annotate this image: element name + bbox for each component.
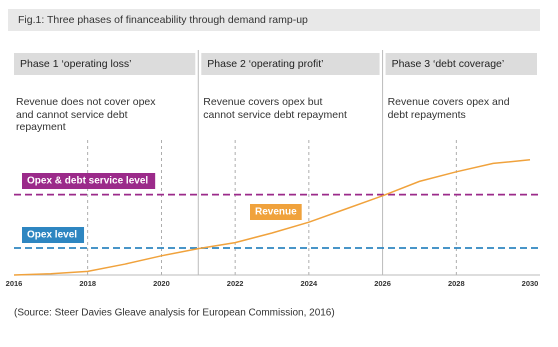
phase-header <box>385 53 537 75</box>
x-tick-label: 2030 <box>522 279 539 288</box>
phase-description: Revenue covers opex and debt repayments <box>387 96 510 121</box>
legend-label: Revenue <box>255 207 297 218</box>
reference-label: Opex level <box>27 230 77 241</box>
x-tick-label: 2024 <box>301 279 319 288</box>
reference-label-box <box>22 173 156 189</box>
x-tick-label: 2016 <box>6 279 23 288</box>
x-tick-label: 2026 <box>374 279 391 288</box>
x-tick-label: 2022 <box>227 279 244 288</box>
phase-label: Phase 1 ‘operating loss’ <box>20 58 132 70</box>
x-tick-label: 2018 <box>79 279 96 288</box>
legend-box <box>250 204 302 220</box>
phase-description: Revenue covers opex but cannot service d… <box>203 96 347 121</box>
phase-label: Phase 2 ‘operating profit’ <box>207 58 323 70</box>
reference-label-box <box>22 227 85 243</box>
phase-header <box>14 53 196 75</box>
reference-label: Opex & debt service level <box>27 176 148 187</box>
x-tick-label: 2028 <box>448 279 465 288</box>
series-line <box>13 159 531 276</box>
phase-header <box>201 53 380 75</box>
phase-label: Phase 3 ‘debt coverage’ <box>392 58 505 70</box>
phase-description: Revenue does not cover opex and cannot s… <box>16 96 156 133</box>
title-bar <box>8 9 540 31</box>
x-tick-label: 2020 <box>153 279 170 288</box>
source: (Source: Steer Davies Gleave analysis fo… <box>14 308 335 319</box>
chart-title: Fig.1: Three phases of financeability th… <box>18 14 308 26</box>
